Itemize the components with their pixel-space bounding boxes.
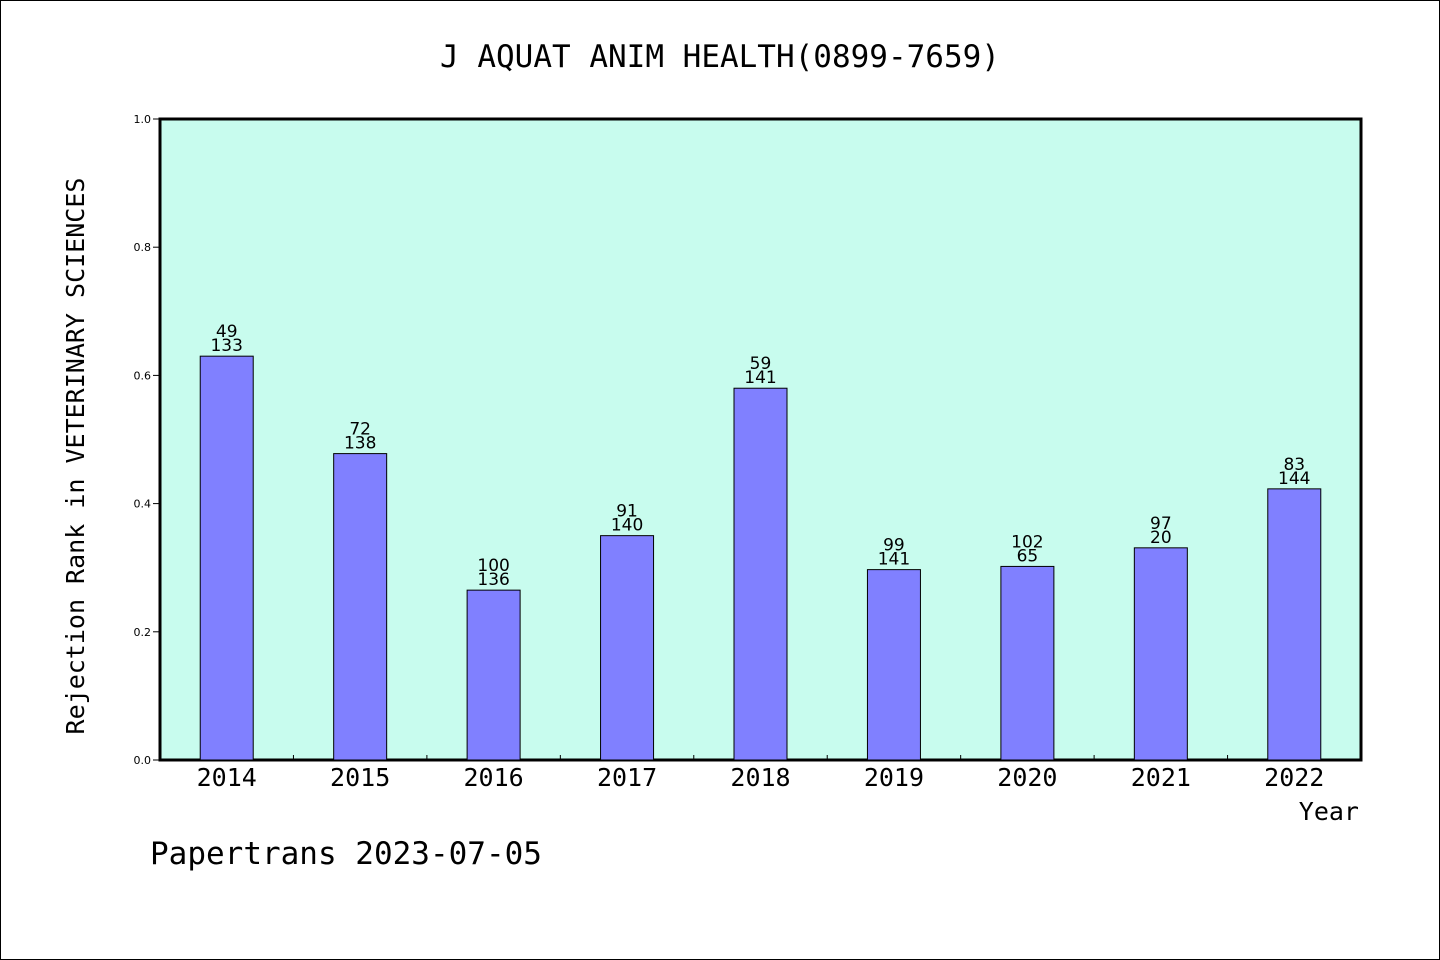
x-tick-label: 2016 (464, 763, 524, 792)
y-tick-label: 0.6 (134, 369, 152, 382)
y-axis-label: Rejection Rank in VETERINARY SCIENCES (61, 178, 90, 735)
x-tick-label: 2021 (1131, 763, 1191, 792)
bar-2022 (1267, 488, 1322, 761)
x-tick-label: 2017 (597, 763, 657, 792)
x-axis-label: Year (1299, 797, 1359, 826)
x-tick-label: 2022 (1264, 763, 1324, 792)
x-tick-label: 2019 (864, 763, 924, 792)
data-label-top: 72 (349, 420, 371, 440)
data-label-bottom: 141 (878, 550, 910, 570)
x-tick-label: 2020 (997, 763, 1057, 792)
data-label-bottom: 65 (1017, 546, 1039, 566)
data-label-bottom: 138 (344, 434, 376, 454)
x-tick-label: 2014 (197, 763, 257, 792)
bar-series (199, 355, 1322, 761)
data-label-bottom: 141 (744, 368, 776, 388)
bar-2020 (1000, 565, 1055, 761)
y-tick-label: 0.8 (134, 241, 152, 254)
y-tick-label: 0.0 (134, 754, 152, 767)
data-label-top: 97 (1150, 514, 1172, 534)
data-label-top: 99 (883, 536, 905, 556)
data-label-bottom: 144 (1278, 469, 1310, 489)
footer-text: Papertrans 2023-07-05 (150, 836, 542, 872)
data-label-top: 100 (477, 556, 509, 576)
data-label-bottom: 140 (611, 516, 643, 536)
data-labels: 4913372138100136911405914199141102659720… (210, 322, 1310, 590)
bar-2014 (199, 355, 254, 761)
data-label-bottom: 133 (210, 336, 242, 356)
y-axis: 0.0 0.2 0.4 0.6 0.8 1.0 (134, 113, 160, 767)
bar-2018 (733, 387, 788, 761)
x-tick-label: 2015 (330, 763, 390, 792)
bar-2016 (466, 589, 521, 761)
bar-2017 (600, 535, 655, 761)
chart-title: J AQUAT ANIM HEALTH(0899-7659) (440, 39, 1000, 75)
x-axis: 2014 2015 2016 2017 2018 2019 2020 2021 2022 (197, 755, 1324, 792)
x-tick-label: 2018 (730, 763, 790, 792)
y-tick-label: 0.4 (134, 498, 152, 511)
bar-2015 (333, 453, 388, 761)
data-label-top: 59 (750, 354, 772, 374)
y-tick-label: 1.0 (134, 113, 152, 126)
bar-2021 (1133, 547, 1188, 761)
y-tick-label: 0.2 (134, 626, 152, 639)
data-label-top: 102 (1011, 532, 1043, 552)
data-label-bottom: 136 (477, 570, 509, 590)
data-label-bottom: 20 (1150, 528, 1172, 548)
data-label-top: 83 (1283, 455, 1305, 475)
data-label-top: 49 (216, 322, 238, 342)
data-label-top: 91 (616, 502, 638, 522)
bar-2019 (866, 569, 921, 761)
